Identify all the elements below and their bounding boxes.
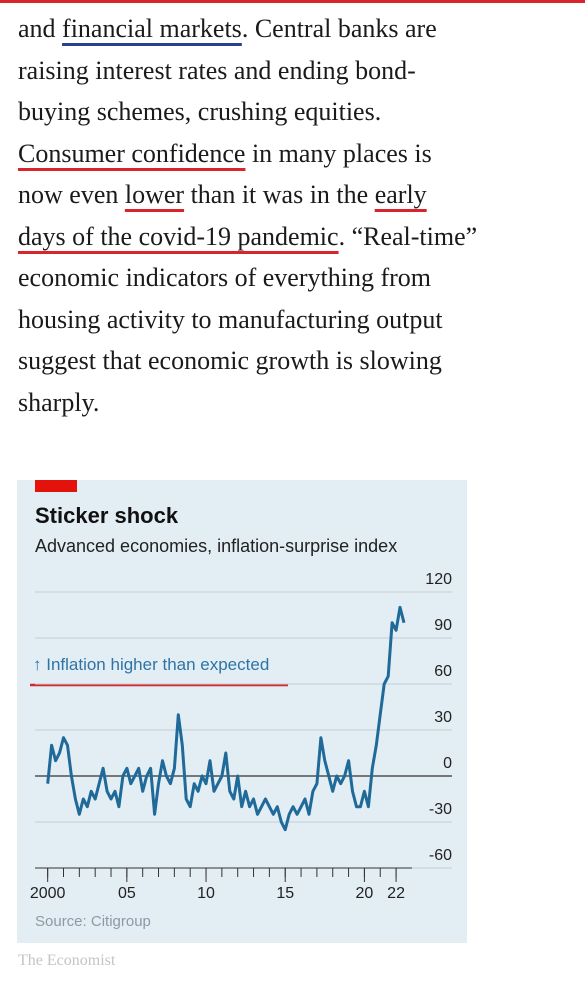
chart-subtitle: Advanced economies, inflation-surprise i… bbox=[35, 536, 397, 556]
x-tick-label: 2000 bbox=[30, 885, 66, 902]
text-line: and financial markets. Central banks are bbox=[18, 8, 477, 50]
data-line bbox=[46, 605, 406, 832]
y-tick-label: 90 bbox=[434, 617, 452, 634]
source: Source: Citigroup bbox=[35, 913, 151, 930]
text-line: Consumer confidence in many places is bbox=[18, 133, 477, 175]
annotation: ↑ Inflation higher than expected bbox=[33, 655, 269, 674]
chart-tag bbox=[35, 480, 77, 492]
text: suggest that economic growth is slowing bbox=[18, 346, 442, 375]
x-tick-label: 20 bbox=[356, 885, 374, 902]
text: housing activity to manufacturing output bbox=[18, 304, 443, 334]
text-line: now even lower than it was in the early bbox=[18, 174, 477, 216]
underlined-text: lower bbox=[124, 180, 185, 209]
y-tick-label: 60 bbox=[434, 663, 452, 680]
x-tick-label: 22 bbox=[387, 885, 405, 902]
underlined-text: Consumer confidence bbox=[18, 138, 246, 168]
chart-title: Sticker shock bbox=[35, 503, 179, 528]
text-line: sharply. bbox=[18, 382, 477, 424]
text: economic indicators of everything from bbox=[18, 263, 431, 292]
x-tick-label: 15 bbox=[276, 885, 294, 902]
text-line: days of the covid-19 pandemic. “Real-tim… bbox=[18, 216, 477, 258]
y-tick-label: 0 bbox=[443, 755, 452, 772]
x-tick-label: 05 bbox=[118, 885, 136, 902]
text-line: buying schemes, crushing equities. bbox=[18, 91, 477, 133]
underlined-text: financial markets bbox=[62, 14, 242, 43]
text: . Central banks are bbox=[241, 14, 437, 43]
text: and bbox=[18, 14, 63, 43]
text: raising interest rates and ending bond- bbox=[18, 55, 416, 85]
text-line: economic indicators of everything from bbox=[18, 257, 477, 299]
text: in many places is bbox=[245, 138, 432, 168]
article-paragraph: and financial markets. Central banks are… bbox=[18, 8, 477, 423]
credit: The Economist bbox=[18, 952, 116, 969]
text: now even bbox=[18, 180, 125, 209]
text-line: suggest that economic growth is slowing bbox=[18, 340, 477, 382]
y-tick-label: -30 bbox=[429, 801, 452, 818]
text: . “Real-time” bbox=[338, 221, 478, 251]
text-line: raising interest rates and ending bond- bbox=[18, 50, 477, 92]
y-tick-label: 30 bbox=[434, 709, 452, 726]
y-tick-label: -60 bbox=[429, 847, 452, 864]
x-tick-label: 10 bbox=[197, 885, 215, 902]
text: sharply. bbox=[18, 387, 100, 417]
chart-background bbox=[17, 480, 467, 943]
text-line: housing activity to manufacturing output bbox=[18, 299, 477, 341]
underlined-text: days of the covid-19 pandemic bbox=[18, 221, 339, 251]
underlined-text: early bbox=[374, 180, 427, 209]
text: than it was in the bbox=[184, 180, 375, 209]
top-bar bbox=[0, 0, 585, 3]
y-tick-label: 120 bbox=[425, 571, 452, 588]
text: buying schemes, crushing equities. bbox=[18, 97, 382, 126]
